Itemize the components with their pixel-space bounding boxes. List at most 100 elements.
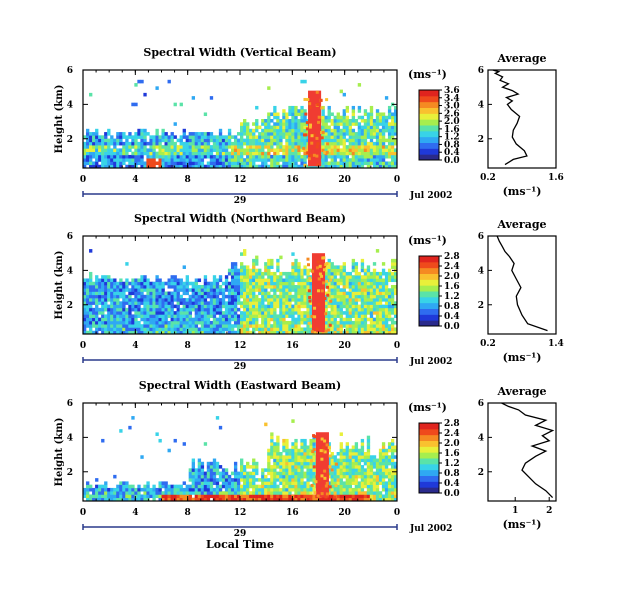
- heatmap-cell: [173, 278, 177, 283]
- heatmap-cell: [134, 164, 138, 169]
- heatmap-cell: [194, 491, 199, 495]
- heatmap-cell: [173, 154, 177, 159]
- heatmap-cell: [173, 298, 177, 302]
- heatmap-cell: [303, 141, 307, 146]
- heatmap-cell: [348, 465, 353, 469]
- heatmap-cell: [294, 291, 298, 296]
- heatmap-cell: [291, 119, 295, 123]
- heatmap-cell: [89, 271, 93, 276]
- heatmap-cell: [116, 320, 120, 325]
- heatmap-cell: [224, 145, 229, 149]
- heatmap-cell: [288, 158, 292, 162]
- heatmap-cell: [134, 83, 138, 87]
- heatmap-cell: [197, 148, 202, 152]
- heatmap-cell: [378, 115, 383, 120]
- heatmap-cell: [354, 278, 359, 283]
- heatmap-cell: [282, 324, 286, 328]
- heatmap-cell: [125, 154, 129, 159]
- heatmap-cell: [285, 484, 289, 489]
- heatmap-cell: [273, 484, 277, 489]
- plume-edge: [320, 136, 324, 140]
- heatmap-cell: [351, 304, 356, 309]
- heatmap-cell: [387, 288, 392, 292]
- heatmap-cell: [206, 484, 211, 489]
- heatmap-cell: [246, 298, 250, 302]
- heatmap-cell: [285, 135, 289, 139]
- heatmap-cell: [291, 112, 295, 117]
- heatmap-cell: [83, 320, 87, 325]
- heatmap-cell: [264, 154, 268, 159]
- heatmap-cell: [372, 298, 377, 302]
- heatmap-cell: [270, 491, 274, 495]
- heatmap-cell: [215, 497, 220, 502]
- heatmap-cell: [246, 158, 250, 162]
- heatmap-cell: [285, 154, 289, 159]
- heatmap-cell: [113, 158, 117, 162]
- heatmap-cell: [381, 474, 386, 479]
- heatmap-cell: [119, 317, 123, 322]
- colorbar-tick-label: 1.6: [444, 125, 460, 135]
- heatmap-cell: [230, 298, 235, 302]
- heatmap-cell: [252, 478, 256, 482]
- heatmap-cell: [122, 491, 126, 495]
- heatmap-cell: [176, 317, 180, 322]
- heatmap-cell: [203, 138, 208, 143]
- heatmap-cell: [285, 497, 289, 502]
- heatmap-cell: [122, 324, 126, 328]
- heatmap-cell: [321, 330, 325, 335]
- heatmap-cell: [83, 324, 87, 328]
- heatmap-cell: [113, 330, 117, 335]
- heatmap-cell: [224, 317, 229, 322]
- heatmap-cell: [270, 301, 274, 305]
- heatmap-cell: [194, 468, 199, 472]
- heatmap-cell: [206, 281, 211, 286]
- heatmap-cell: [149, 145, 153, 149]
- heatmap-cell: [194, 298, 199, 302]
- heatmap-cell: [182, 145, 186, 149]
- heatmap-cell: [92, 145, 96, 149]
- heatmap-cell: [342, 151, 346, 156]
- heatmap-cell: [218, 314, 223, 318]
- average-title: Average: [496, 218, 546, 231]
- heatmap-cell: [101, 317, 105, 322]
- heatmap-cell: [267, 301, 271, 305]
- heatmap-cell: [164, 154, 168, 159]
- heatmap-cell: [122, 314, 126, 318]
- heatmap-cell: [255, 145, 259, 149]
- heatmap-cell: [206, 132, 211, 136]
- heatmap-cell: [354, 471, 359, 476]
- heatmap-cell: [155, 314, 159, 318]
- heatmap-cell: [164, 301, 168, 305]
- heatmap-cell: [294, 158, 298, 162]
- heatmap-cell: [264, 307, 268, 312]
- heatmap-cell: [285, 468, 289, 472]
- heatmap-cell: [390, 324, 395, 328]
- heatmap-cell: [128, 307, 132, 312]
- heatmap-cell: [264, 314, 268, 318]
- heatmap-cell: [167, 327, 171, 332]
- heatmap-cell: [333, 314, 337, 318]
- heatmap-cell: [110, 311, 114, 315]
- heatmap-cell: [122, 158, 126, 162]
- heatmap-cell: [252, 258, 256, 263]
- heatmap-cell: [309, 474, 313, 479]
- heatmap-cell: [128, 145, 132, 149]
- heatmap-cell: [83, 164, 87, 169]
- heatmap-cell: [348, 291, 353, 296]
- heatmap-cell: [381, 135, 386, 139]
- heatmap-cell: [345, 148, 349, 152]
- heatmap-cell: [393, 465, 398, 469]
- colorbar-segment: [419, 267, 439, 274]
- heatmap-cell: [354, 324, 359, 328]
- heatmap-cell: [369, 148, 374, 152]
- average-line: [492, 69, 528, 166]
- heatmap-cell: [227, 132, 232, 136]
- heatmap-cell: [369, 330, 374, 335]
- heatmap-cell: [206, 481, 211, 485]
- heatmap-cell: [339, 294, 343, 299]
- heatmap-cell: [270, 281, 274, 286]
- heatmap-cell: [327, 262, 331, 266]
- heatmap-cell: [176, 161, 180, 166]
- heatmap-cell: [89, 298, 93, 302]
- heatmap-cell: [360, 298, 365, 302]
